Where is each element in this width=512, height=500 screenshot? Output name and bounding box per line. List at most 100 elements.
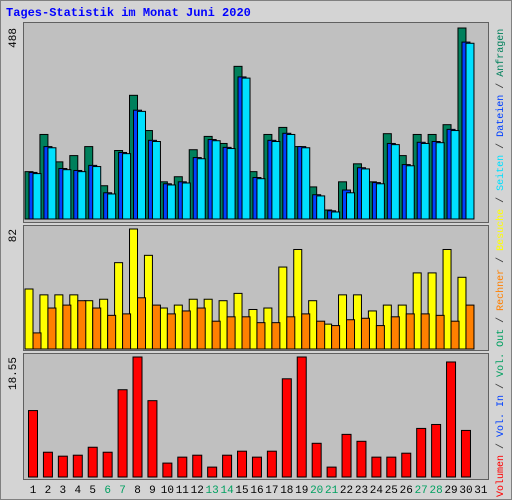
x-tick-label: 2 [45,485,52,497]
x-tick-label: 30 [459,485,472,497]
bar [465,42,475,220]
bar [360,168,370,220]
legend-separator: / [495,191,507,209]
y-tick-label: 18.55 [8,357,20,390]
bar [460,429,471,478]
bar [293,248,303,350]
bar [47,147,57,220]
bar [181,310,191,350]
y-tick-label: 82 [8,229,20,242]
bar [122,313,132,350]
bar [241,316,251,350]
bar [331,211,341,220]
bar [401,452,412,478]
x-tick-label: 29 [444,485,457,497]
bar [92,307,102,350]
x-tick-label: 6 [104,485,111,497]
bar [427,272,437,350]
legend-separator: / [495,251,507,269]
bar [271,141,281,220]
x-tick-label: 13 [206,485,219,497]
bar [446,361,457,478]
x-tick-label: 3 [60,485,67,497]
bar [435,314,445,350]
bar [47,307,57,350]
y-tick-label: 488 [8,28,20,48]
legend-separator: / [495,377,507,395]
bar [356,440,367,478]
bar [390,144,400,220]
bar [117,389,128,478]
bar [256,322,266,350]
bar [375,183,385,220]
bar [442,248,452,350]
bar [360,317,370,350]
bar [107,314,117,350]
bar [390,316,400,350]
bar [405,165,415,220]
legend-separator: / [495,311,507,329]
bar [192,454,203,478]
bar [57,455,68,478]
bar [42,451,53,478]
legend-entry: Anfragen [495,29,507,77]
x-tick-label: 8 [134,485,141,497]
bar [107,193,117,220]
bar [226,148,236,220]
bar [237,450,248,478]
legend-separator: / [495,137,507,155]
legend-entry: Dateien [495,95,507,137]
bar [166,313,176,350]
x-tick-label: 27 [415,485,428,497]
legend-entry: Besuche [495,209,507,251]
x-tick-label: 16 [250,485,263,497]
legend-entry: Seiten [495,155,507,191]
bar [122,153,132,220]
x-tick-label: 24 [370,485,384,497]
bar [166,184,176,220]
bar [371,456,382,478]
bar [386,456,397,478]
x-tick-label: 21 [325,485,339,497]
bar [271,322,281,350]
bar [28,410,38,478]
x-tick-label: 9 [149,485,156,497]
bar [222,454,233,478]
bar [196,307,206,350]
bar [420,142,430,220]
bar [278,266,288,350]
bar [72,454,83,478]
x-tick-label: 18 [280,485,293,497]
x-tick-label: 15 [235,485,248,497]
bar [92,166,102,220]
bar [465,304,475,350]
bar [316,195,326,220]
bar [326,466,337,478]
x-tick-label: 26 [400,485,413,497]
bar [207,466,218,478]
legend-separator: / [495,77,507,95]
bar [177,456,188,478]
bar [129,228,139,350]
x-tick-label: 10 [161,485,174,497]
bar [181,182,191,220]
bar [405,313,415,350]
legend-entry: Vol. Out [495,329,507,377]
bar [87,446,98,478]
bar [431,423,442,478]
bar [435,142,445,220]
bar [450,320,460,350]
bar [311,442,322,478]
bar [102,451,113,478]
x-tick-label: 14 [220,485,234,497]
bar [151,304,161,350]
x-tick-label: 4 [74,485,81,497]
x-tick-label: 20 [310,485,323,497]
bar [341,433,352,478]
bar [62,304,72,350]
bar [241,77,251,220]
x-tick-label: 7 [119,485,126,497]
bar [251,456,262,478]
bar [62,169,72,220]
